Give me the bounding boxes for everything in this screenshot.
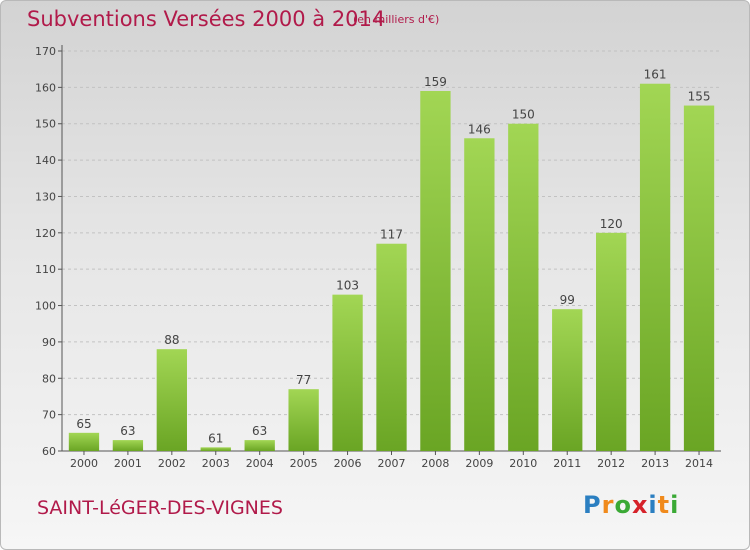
x-tick-label: 2009: [465, 457, 493, 470]
x-tick-label: 2004: [246, 457, 274, 470]
data-label: 103: [336, 279, 359, 293]
x-tick-label: 2012: [597, 457, 625, 470]
bar: [332, 294, 363, 451]
data-label: 63: [120, 424, 135, 438]
bars: [68, 83, 715, 452]
y-tick-label: 80: [42, 372, 56, 385]
chart-subtitle: (en milliers d'€): [353, 13, 440, 26]
y-tick-label: 130: [35, 190, 56, 203]
bar: [112, 440, 144, 451]
axes: 60 70 80 90 100 110 120 130 140 150 160 170 2000 2001…: [35, 45, 721, 470]
bar: [639, 83, 671, 452]
x-tick-label: 2001: [114, 457, 142, 470]
bar: [596, 232, 627, 451]
x-tick-label: 2010: [509, 457, 537, 470]
x-tick-label: 2007: [378, 457, 406, 470]
logo-letter: t: [657, 491, 671, 519]
bar: [376, 243, 407, 451]
x-tick-label: 2011: [553, 457, 581, 470]
chart-title: Subventions Versées 2000 à 2014: [27, 7, 386, 31]
y-tick-label: 150: [35, 118, 56, 131]
x-tick-label: 2013: [641, 457, 669, 470]
bar: [508, 123, 539, 452]
bar: [68, 432, 100, 451]
y-tick-label: 160: [35, 81, 56, 94]
proxiti-logo: Proxiti: [583, 491, 679, 519]
logo-letter: i: [670, 491, 680, 519]
y-tick-label: 60: [42, 445, 56, 458]
logo-letter: o: [614, 491, 632, 519]
x-tick-label: 2008: [421, 457, 449, 470]
data-label: 117: [380, 228, 403, 242]
logo-letter: x: [631, 491, 649, 519]
y-tick-label: 100: [35, 300, 56, 313]
data-label: 88: [164, 333, 179, 347]
x-tick-label: 2002: [158, 457, 186, 470]
data-label: 120: [600, 217, 623, 231]
y-tick-label: 120: [35, 227, 56, 240]
x-tick-label: 2003: [202, 457, 230, 470]
bar: [156, 349, 187, 451]
logo-letter: P: [583, 491, 602, 519]
bar: [552, 309, 583, 451]
y-tick-label: 90: [42, 336, 56, 349]
bar: [420, 91, 451, 451]
x-tick-label: 2014: [685, 457, 713, 470]
data-label: 77: [296, 373, 311, 387]
y-tick-label: 170: [35, 45, 56, 58]
bar: [464, 138, 495, 452]
data-label: 161: [644, 68, 667, 82]
x-tick-label: 2005: [290, 457, 318, 470]
bar: [244, 440, 275, 451]
logo-letter: i: [648, 491, 658, 519]
bar: [200, 447, 231, 451]
commune-name: SAINT-LéGER-DES-VIGNES: [37, 497, 283, 519]
data-label: 65: [76, 417, 91, 431]
data-label: 146: [468, 122, 491, 136]
x-tick-label: 2000: [70, 457, 98, 470]
y-tick-label: 140: [35, 154, 56, 167]
logo-letter: r: [601, 491, 615, 519]
bar: [683, 105, 715, 451]
data-label: 159: [424, 75, 447, 89]
data-label: 63: [252, 424, 267, 438]
data-label: 61: [208, 431, 223, 445]
data-label: 155: [688, 90, 711, 104]
y-tick-label: 70: [42, 409, 56, 422]
y-tick-label: 110: [35, 263, 56, 276]
bar: [288, 389, 319, 451]
data-label: 150: [512, 108, 535, 122]
x-tick-label: 2006: [334, 457, 362, 470]
data-label: 99: [560, 293, 575, 307]
data-labels: 65 63 88 61 63 77 103 117 159 146 150 99 120 161 155: [76, 68, 710, 446]
